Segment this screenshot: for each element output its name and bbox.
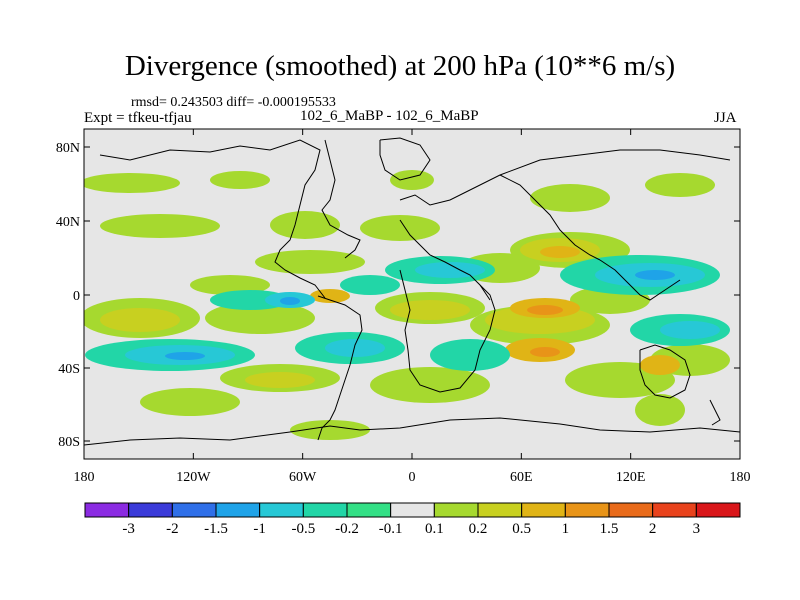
colorbar-swatch	[346, 502, 392, 518]
lon-tick-label: 180	[730, 470, 751, 485]
colorbar-label: -1.5	[204, 521, 228, 537]
stats-text: rmsd= 0.243503 diff= -0.000195533	[131, 95, 336, 110]
colorbar-swatch	[171, 502, 217, 518]
lat-tick-label: 80S	[58, 435, 80, 450]
season-label: JJA	[714, 110, 737, 126]
colorbar-swatch	[390, 502, 435, 518]
colorbar-swatch	[128, 502, 173, 518]
colorbar-swatch	[652, 502, 697, 518]
colorbar-swatch	[477, 502, 523, 518]
colorbar-label: 3	[693, 521, 701, 537]
coastlines	[84, 137, 740, 446]
colorbar-label: -0.2	[335, 521, 359, 537]
colorbar-label: -2	[166, 521, 179, 537]
lon-tick-label: 120W	[176, 470, 211, 485]
contour-fields	[84, 170, 730, 440]
colorbar-swatch	[695, 502, 741, 518]
colorbar-swatch	[521, 502, 566, 518]
plot-title: Divergence (smoothed) at 200 hPa (10**6 …	[124, 50, 676, 82]
lon-tick-label: 180	[74, 470, 95, 485]
lon-tick-label: 60W	[289, 470, 317, 485]
longitude-axis: 180 120W 60W 0 60E 120E 180	[74, 129, 751, 485]
colorbar-swatch	[302, 502, 348, 518]
lat-tick-label: 40S	[58, 362, 80, 377]
lon-tick-label: 0	[409, 470, 416, 485]
colorbar-swatch	[215, 502, 261, 518]
latitude-axis: 80N 40N 0 40S 80S	[56, 141, 740, 450]
colorbar-label: -0.5	[291, 521, 315, 537]
colorbar-label: -3	[122, 521, 135, 537]
expt-label: Expt = tfkeu-tfjau	[84, 110, 192, 126]
colorbar-label: 0.1	[425, 521, 444, 537]
colorbar-label: 1.5	[600, 521, 619, 537]
lon-tick-label: 60E	[510, 470, 533, 485]
colorbar-label: 1	[562, 521, 570, 537]
colorbar-label: -0.1	[379, 521, 403, 537]
colorbar-swatch	[433, 502, 479, 518]
colorbar-swatch	[564, 502, 610, 518]
colorbar-label: 2	[649, 521, 657, 537]
colorbar-swatch	[84, 502, 130, 518]
center-label: 102_6_MaBP - 102_6_MaBP	[300, 108, 479, 124]
lat-tick-label: 80N	[56, 141, 80, 156]
colorbar-label: 0.2	[469, 521, 488, 537]
lat-tick-label: 40N	[56, 215, 80, 230]
colorbar-swatch	[608, 502, 654, 518]
lat-tick-label: 0	[73, 289, 80, 304]
colorbar-label: -1	[253, 521, 266, 537]
colorbar-label: 0.5	[512, 521, 531, 537]
colorbar-swatch	[259, 502, 304, 518]
lon-tick-label: 120E	[616, 470, 646, 485]
colorbar: -3 -2 -1.5 -1 -0.5 -0.2 -0.1 0.1 0.2 0.5 1 1.5 2 3	[84, 502, 741, 537]
